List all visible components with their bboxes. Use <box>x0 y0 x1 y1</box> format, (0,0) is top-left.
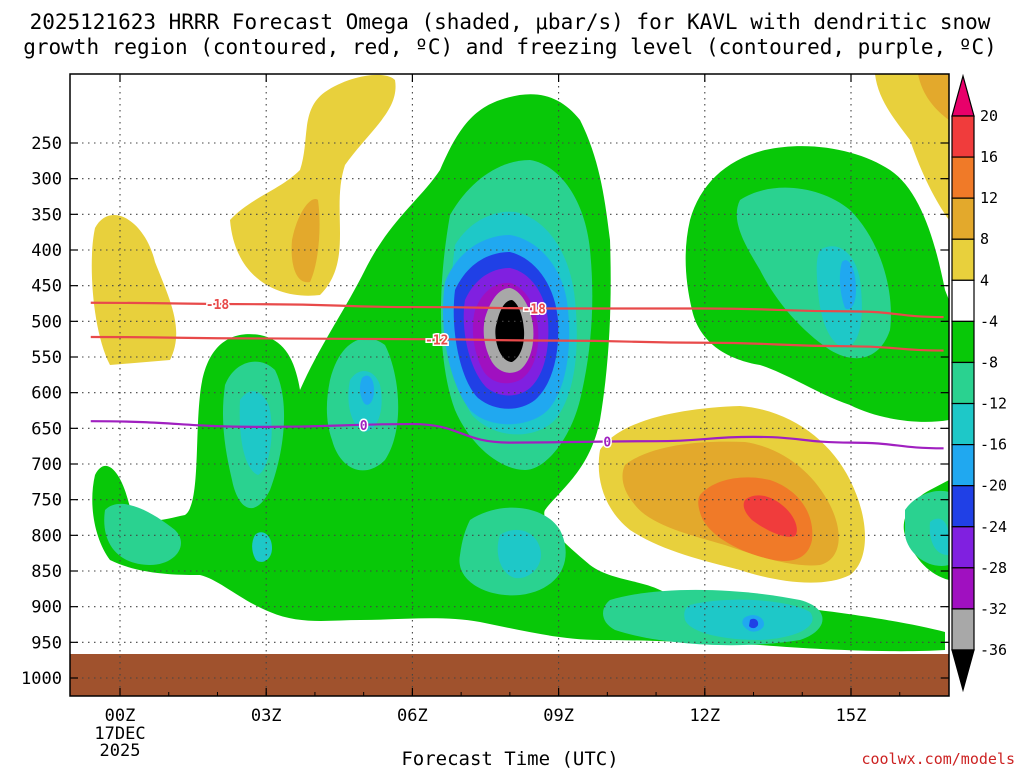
ground-terrain <box>70 654 949 696</box>
x-tick-label: 15Z <box>836 706 867 726</box>
chart-title-line2: growth region (contoured, red, ºC) and f… <box>23 35 997 59</box>
y-tick-label: 700 <box>31 455 62 475</box>
y-tick-label: 750 <box>31 491 62 511</box>
x-tick-label: 12Z <box>689 706 720 726</box>
colorbar-label: -4 <box>980 312 998 330</box>
colorbar-swatch <box>951 115 975 158</box>
colorbar-label: 4 <box>980 271 989 289</box>
x-tick-label: 00Z <box>105 706 136 726</box>
contour-label: -12 <box>425 333 448 348</box>
omega-negative-area <box>359 375 374 405</box>
omega-negative-area <box>252 532 272 562</box>
colorbar-label: 12 <box>980 189 998 207</box>
colorbar-swatch <box>951 320 975 364</box>
colorbar-label: -20 <box>980 477 1007 495</box>
y-tick-label: 350 <box>31 205 62 225</box>
colorbar-swatch <box>951 526 975 569</box>
omega-negative-area <box>497 529 541 579</box>
colorbar-label: -8 <box>980 353 998 371</box>
x-tick-label: 03Z <box>251 706 282 726</box>
y-tick-label: 950 <box>31 633 62 653</box>
colorbar-label: -28 <box>980 559 1007 577</box>
omega-positive-area <box>91 215 177 365</box>
y-tick-label: 300 <box>31 170 62 190</box>
colorbar-label: -16 <box>980 436 1007 454</box>
colorbar-swatch <box>951 402 975 446</box>
omega-shading <box>70 74 949 696</box>
omega-negative-area <box>749 618 759 629</box>
omega-negative-area <box>495 300 525 362</box>
colorbar-label: 16 <box>980 148 998 166</box>
y-tick-label: 900 <box>31 598 62 618</box>
omega-negative-area <box>104 503 181 565</box>
colorbar-swatch <box>951 156 975 199</box>
y-tick-label: 450 <box>31 277 62 297</box>
contour-label: -18 <box>206 298 230 313</box>
colorbar: 20 16 12 8 4 -4 -8 -12 -16 -20 -24 -28 -32 -36 <box>951 73 1007 693</box>
colorbar-swatch <box>951 279 975 322</box>
colorbar-min-arrow <box>951 649 975 693</box>
colorbar-label: 20 <box>980 107 998 125</box>
colorbar-label: -24 <box>980 518 1007 536</box>
colorbar-label: -32 <box>980 600 1007 618</box>
x-tick-label: 09Z <box>543 706 574 726</box>
colorbar-label: 8 <box>980 230 989 248</box>
omega-positive-area <box>875 74 949 220</box>
colorbar-swatch <box>951 197 975 240</box>
x-axis-title: Forecast Time (UTC) <box>401 748 618 768</box>
colorbar-swatch <box>951 485 975 528</box>
contour-line-freezing <box>90 420 944 450</box>
omega-positive-area <box>230 74 396 296</box>
y-tick-label: 850 <box>31 562 62 582</box>
y-tick-label: 500 <box>31 312 62 332</box>
colorbar-label: -36 <box>980 641 1007 659</box>
temperature-contours: -18 -18 -12 0 0 <box>90 296 944 452</box>
colorbar-swatch <box>951 361 975 405</box>
omega-positive-area <box>291 199 320 283</box>
y-tick-label: 600 <box>31 384 62 404</box>
colorbar-swatch <box>951 567 975 610</box>
omega-positive-area <box>743 495 797 537</box>
contour-label: 0 <box>603 436 611 451</box>
contour-line-temp <box>90 335 944 352</box>
contour-label: -18 <box>522 302 546 317</box>
contour-line-temp <box>90 301 944 319</box>
colorbar-swatch <box>951 238 975 281</box>
colorbar-max-arrow <box>951 73 975 117</box>
x-tick-label: 06Z <box>397 706 428 726</box>
chart-title-line1: 2025121623 HRRR Forecast Omega (shaded, … <box>30 10 991 34</box>
contour-label: 0 <box>360 419 368 434</box>
y-tick-label: 400 <box>31 241 62 261</box>
omega-negative-area <box>929 518 949 556</box>
y-tick-label: 550 <box>31 348 62 368</box>
x-year-label: 2025 <box>100 741 141 761</box>
omega-positive-area <box>918 74 949 120</box>
colorbar-swatch <box>951 608 975 651</box>
y-tick-label: 800 <box>31 526 62 546</box>
y-tick-label: 250 <box>31 134 62 154</box>
grid-lines <box>70 74 949 696</box>
omega-negative-area <box>239 391 272 475</box>
omega-negative-area <box>839 260 856 310</box>
colorbar-swatch <box>951 444 975 487</box>
y-tick-label: 650 <box>31 419 62 439</box>
credit-link[interactable]: coolwx.com/models <box>861 750 1015 768</box>
colorbar-label: -12 <box>980 395 1007 413</box>
y-tick-label: 1000 <box>21 669 62 689</box>
y-axis: 250 300 350 400 450 500 550 600 650 700 750 800 850 9… <box>21 134 949 689</box>
x-date-label: 17DEC <box>94 724 145 744</box>
